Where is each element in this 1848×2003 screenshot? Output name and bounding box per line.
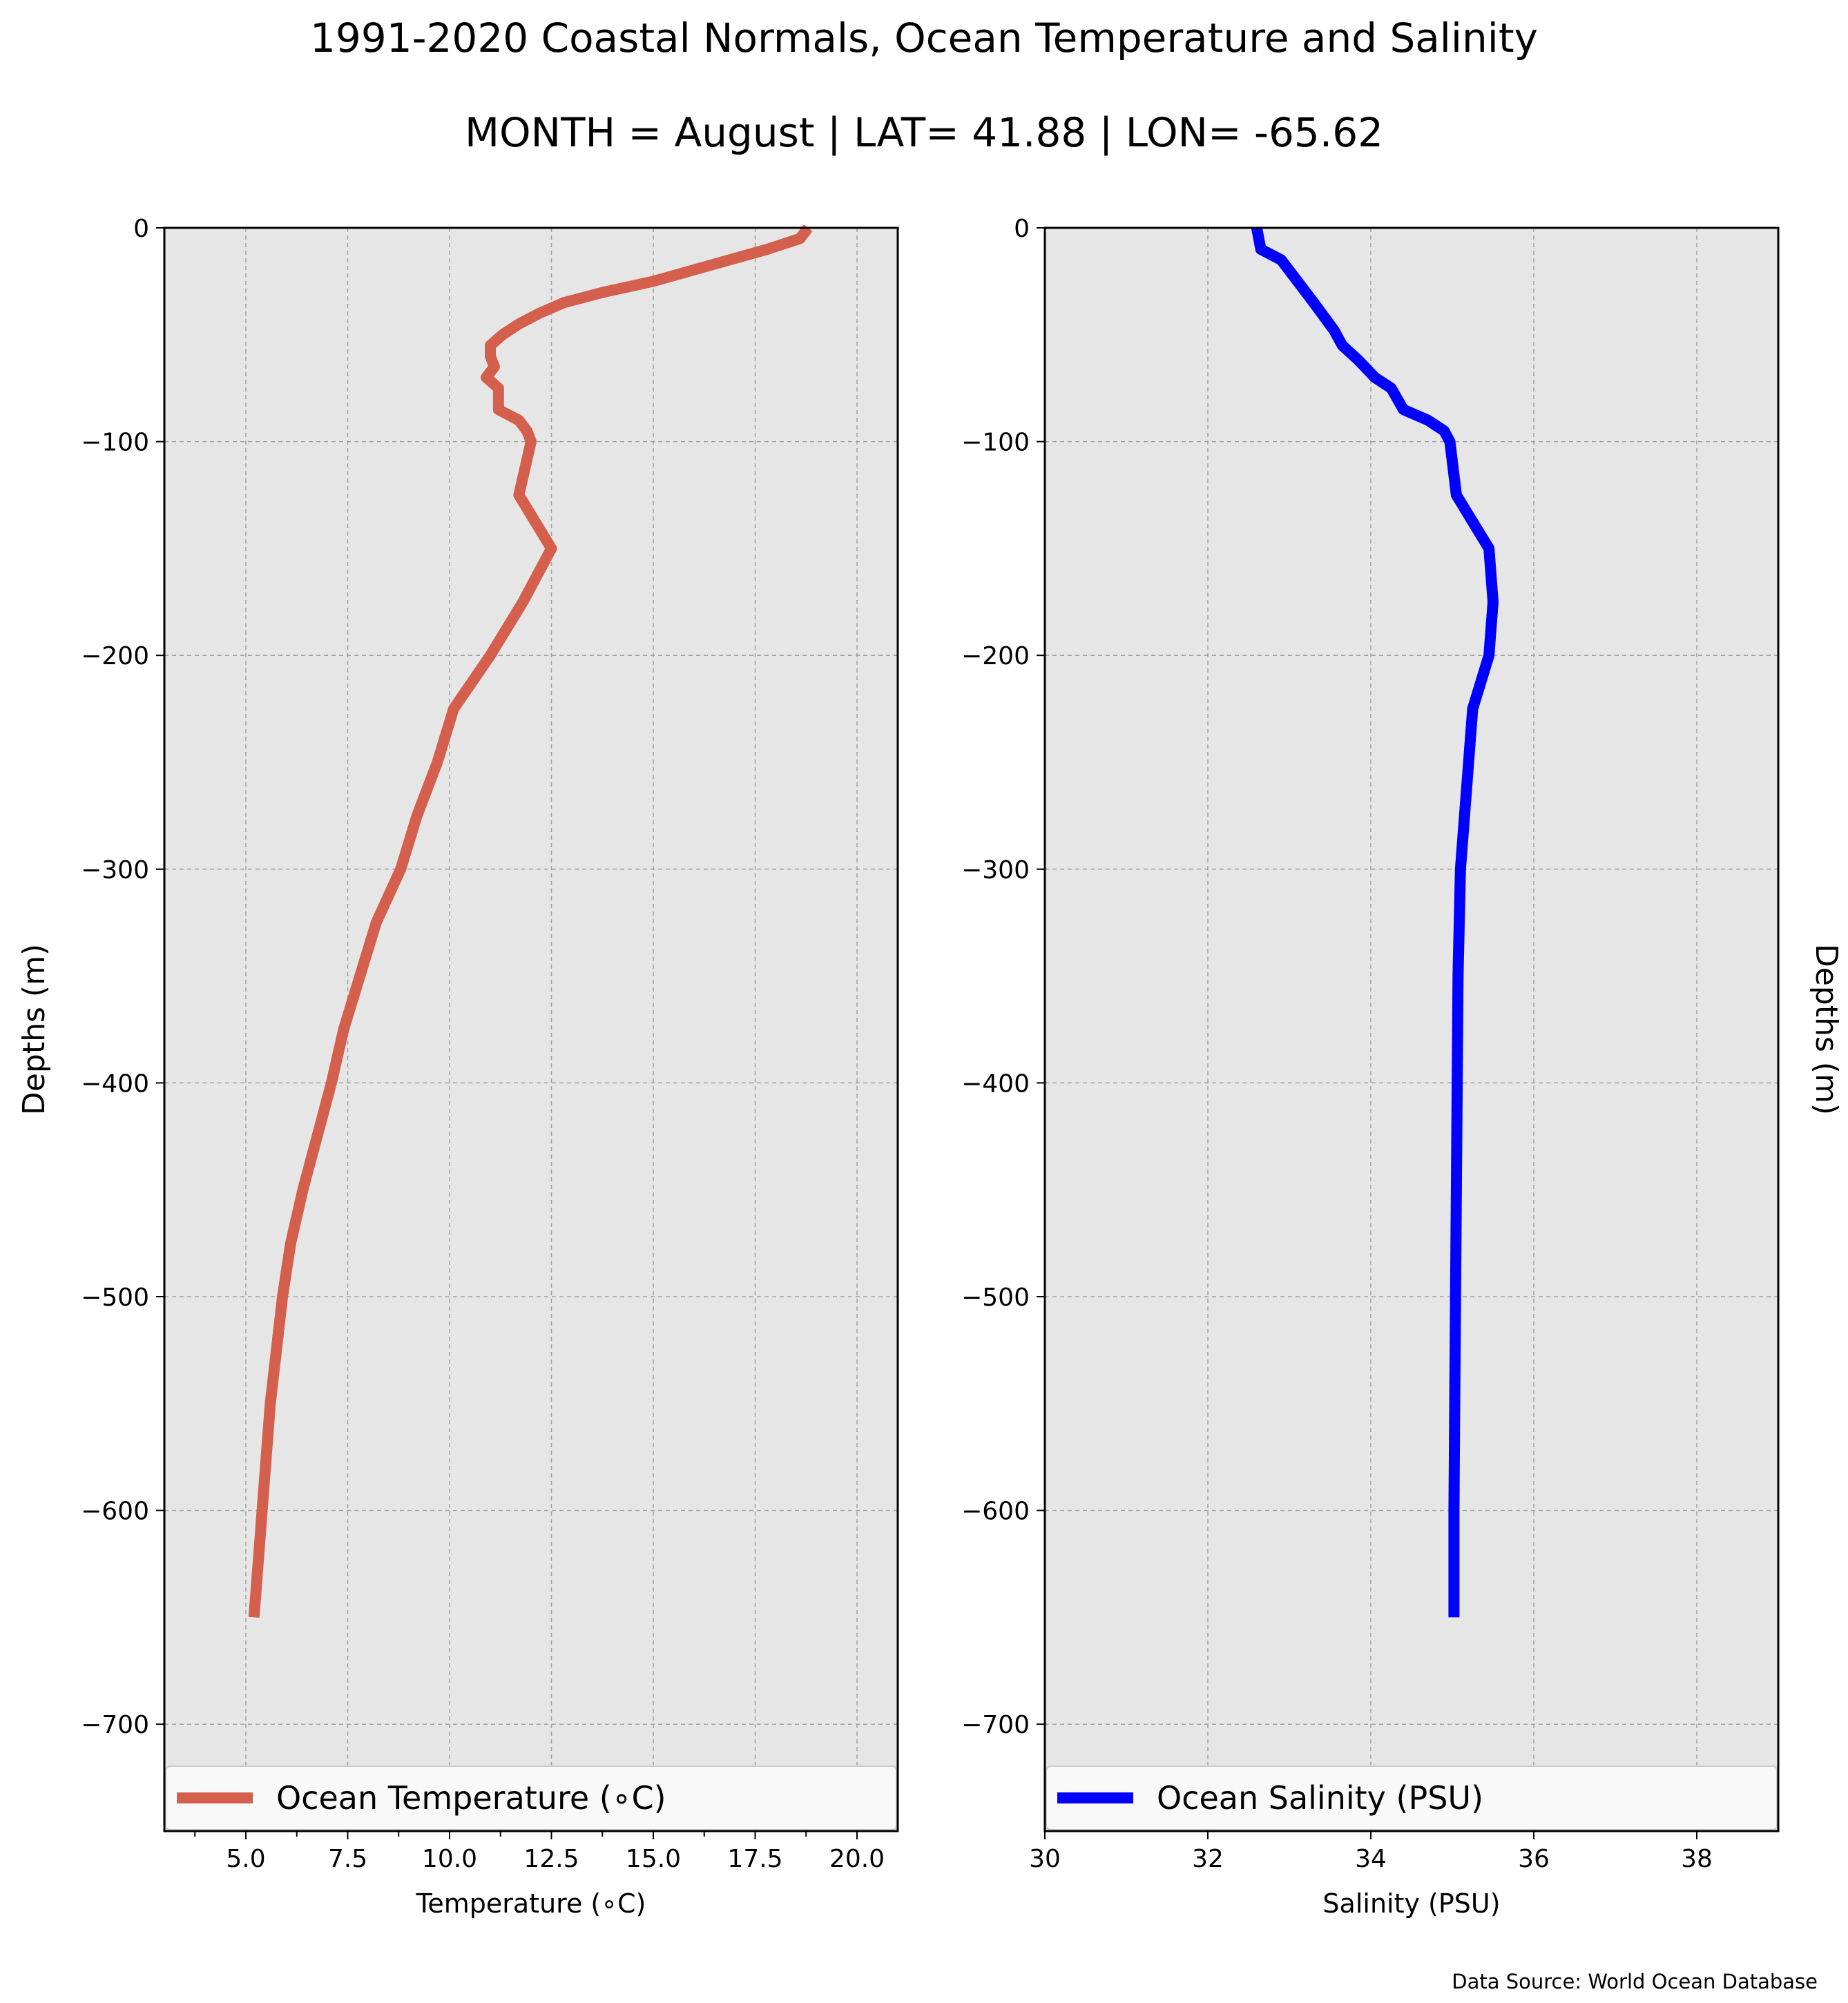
temperature-panel: 5.0 7.5 10.0 12.5 15.0 17.5 20.0 0 −100 −200 −300 −… <box>17 215 899 1919</box>
temperature-ytick-label: −100 <box>81 429 149 457</box>
temperature-ytick-label: −700 <box>81 1711 149 1739</box>
salinity-ytick-label: −200 <box>961 642 1030 670</box>
temperature-plot-area <box>164 228 898 1831</box>
salinity-ytick-label: −400 <box>961 1070 1030 1098</box>
chart-subtitle: MONTH = August | LAT= 41.88 | LON= -65.6… <box>465 109 1383 156</box>
salinity-line <box>1251 226 1499 1618</box>
temperature-xlabel: Temperature (∘C) <box>416 1888 646 1919</box>
temperature-legend-label: Ocean Temperature (∘C) <box>276 1779 666 1817</box>
salinity-ytick-label: −600 <box>961 1498 1030 1526</box>
salinity-legend-box <box>1046 1765 1778 1830</box>
temperature-xtick-label: 10.0 <box>422 1845 477 1873</box>
temperature-ytick-label: −300 <box>81 856 149 884</box>
temperature-xtick-label: 15.0 <box>626 1845 681 1873</box>
salinity-ylabel: Depths (m) <box>1809 944 1844 1115</box>
temperature-ytick-label: 0 <box>133 215 149 243</box>
salinity-xtick-label: 32 <box>1192 1845 1224 1873</box>
temperature-xtick-label: 5.0 <box>226 1845 265 1873</box>
temperature-xtick-label: 17.5 <box>727 1845 782 1873</box>
salinity-legend: Ocean Salinity (PSU) <box>1046 1765 1778 1830</box>
salinity-axes-frame <box>1043 226 1780 1832</box>
salinity-xtick-label: 38 <box>1681 1845 1713 1873</box>
temperature-ytick-label: −500 <box>81 1284 149 1312</box>
salinity-xtick-label: 30 <box>1029 1845 1061 1873</box>
temperature-legend: Ocean Temperature (∘C) <box>165 1765 897 1830</box>
temperature-xtick-label: 12.5 <box>523 1845 579 1873</box>
temperature-legend-box <box>165 1765 897 1830</box>
temperature-axes-frame <box>163 226 899 1832</box>
salinity-ytick-label: −100 <box>961 429 1030 457</box>
salinity-ytick-label: −700 <box>961 1711 1030 1739</box>
temperature-ytick-label: −600 <box>81 1498 149 1526</box>
temperature-ytick-label: −400 <box>81 1070 149 1098</box>
salinity-panel: 30 32 34 36 380−100−200−300−400−500−600−700 … <box>961 215 1844 1919</box>
salinity-ytick-label: 0 <box>1014 215 1030 243</box>
salinity-ticks: 30 32 34 36 38 0 −100 −200 −300 −400 −500 −600 −700 <box>961 215 1713 1873</box>
temperature-line <box>248 224 813 1618</box>
temperature-ylabel: Depths (m) <box>17 944 52 1115</box>
salinity-plot-area <box>1045 228 1778 1831</box>
salinity-xlabel: Salinity (PSU) <box>1322 1888 1500 1919</box>
salinity-ytick-label: −300 <box>961 856 1030 884</box>
temperature-xtick-label: 20.0 <box>829 1845 885 1873</box>
temperature-ytick-label: −200 <box>81 642 149 670</box>
chart-title: 1991-2020 Coastal Normals, Ocean Tempera… <box>310 14 1538 61</box>
temperature-ticks: 5.0 7.5 10.0 12.5 15.0 17.5 20.0 0 −100 −200 −300 −… <box>81 215 885 1873</box>
salinity-xtick-label: 36 <box>1518 1845 1550 1873</box>
temperature-xtick-label: 7.5 <box>328 1845 367 1873</box>
salinity-ytick-label: −500 <box>961 1284 1030 1312</box>
salinity-xtick-label: 34 <box>1355 1845 1387 1873</box>
data-source-note: Data Source: World Ocean Database <box>1452 1970 1818 1993</box>
salinity-legend-label: Ocean Salinity (PSU) <box>1157 1779 1483 1817</box>
